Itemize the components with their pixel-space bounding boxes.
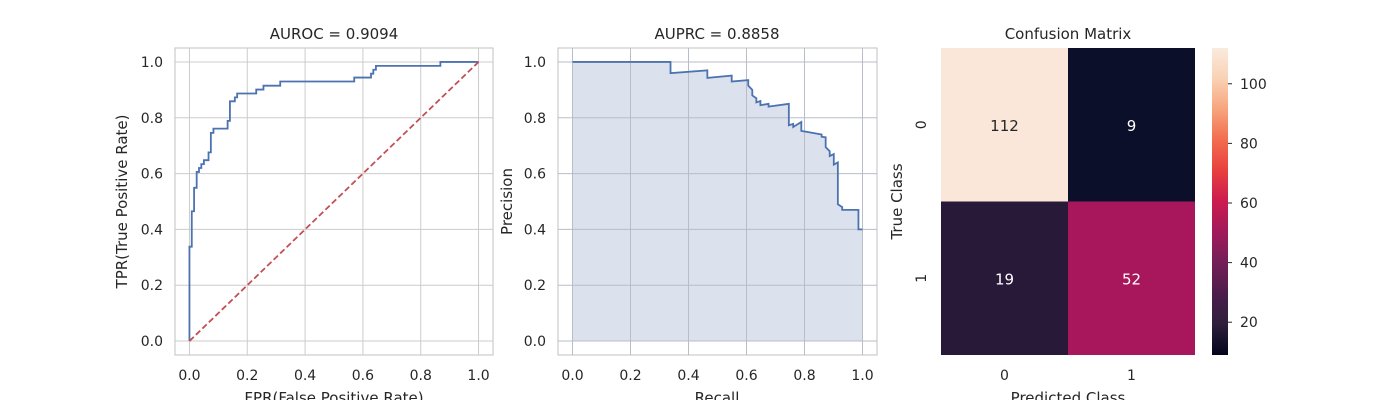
roc-y-tick-label: 0.2 — [141, 278, 163, 294]
roc-series — [188, 61, 480, 342]
colorbar — [1212, 48, 1228, 355]
pr-x-axis-label: Recall — [695, 389, 740, 400]
pr-y-tick-label: 0.4 — [524, 222, 546, 238]
confusion-matrix-cell — [941, 201, 1068, 355]
confusion-matrix-cell-value: 52 — [1122, 270, 1141, 288]
confusion-matrix-x-tick-label: 1 — [1127, 368, 1136, 384]
pr-x-tick-label: 1.0 — [851, 368, 873, 384]
roc-curve — [188, 61, 479, 342]
roc-x-tick-label: 0.8 — [410, 368, 432, 384]
roc-y-tick-label: 0.0 — [141, 334, 163, 350]
roc-x-axis-label: FPR(False Positive Rate) — [244, 389, 423, 400]
roc-title: AUROC = 0.9094 — [270, 25, 399, 43]
confusion-matrix-y-tick-label: 0 — [914, 120, 930, 129]
colorbar-tick-labels: 20 40 60 80 100 — [1228, 77, 1267, 331]
roc-x-tick-label: 0.4 — [294, 368, 316, 384]
pr-title: AUPRC = 0.8858 — [654, 25, 779, 43]
roc-panel: 0.0 0.2 0.4 0.6 0.8 1.0 0.0 0.2 0.4 0.6 0.8 1.0 AUR… — [113, 25, 494, 405]
colorbar-tick-label: 100 — [1240, 77, 1267, 93]
roc-y-tick-label: 0.4 — [141, 222, 163, 238]
colorbar-tick-label: 20 — [1240, 315, 1258, 331]
pr-y-tick-label: 0.8 — [524, 111, 546, 127]
roc-x-tick-label: 0.6 — [352, 368, 374, 384]
confusion-matrix-cell — [1068, 48, 1195, 202]
confusion-matrix-x-axis-label: Predicted Class — [1011, 389, 1126, 400]
roc-y-tick-label: 1.0 — [141, 55, 163, 71]
pr-x-tick-label: 0.4 — [677, 368, 699, 384]
pr-series — [572, 61, 863, 231]
pr-x-tick-label: 0.6 — [735, 368, 757, 384]
pr-y-tick-label: 0.2 — [524, 278, 546, 294]
colorbar-tick-label: 80 — [1240, 136, 1258, 152]
pr-grid — [558, 48, 877, 355]
pr-x-tick-label: 0.8 — [793, 368, 815, 384]
roc-tick-labels: 0.0 0.2 0.4 0.6 0.8 1.0 0.0 0.2 0.4 0.6 0.8 1.0 — [141, 55, 490, 384]
roc-chance-line — [188, 61, 480, 342]
roc-y-tick-label: 0.6 — [141, 167, 163, 183]
confusion-matrix-cells: 112 9 19 52 — [941, 48, 1195, 355]
confusion-matrix-x-tick-label: 0 — [1000, 368, 1009, 384]
pr-y-tick-label: 1.0 — [524, 55, 546, 71]
confusion-matrix-cell — [941, 48, 1068, 202]
confusion-matrix-cell-value: 112 — [990, 117, 1019, 135]
confusion-matrix-cell-value: 9 — [1127, 117, 1137, 135]
pr-y-axis-label: Precision — [498, 168, 516, 235]
pr-x-tick-label: 0.0 — [561, 368, 583, 384]
pr-curve — [572, 61, 863, 231]
pr-y-tick-label: 0.0 — [524, 334, 546, 350]
pr-y-tick-label: 0.6 — [524, 167, 546, 183]
confusion-matrix-cell — [1068, 201, 1195, 355]
roc-y-axis-label: TPR(True Positive Rate) — [113, 115, 131, 290]
colorbar-tick-label: 60 — [1240, 196, 1258, 212]
roc-y-tick-label: 0.8 — [141, 111, 163, 127]
colorbar-tick-label: 40 — [1240, 256, 1258, 272]
confusion-matrix-panel: 112 9 19 52 0 1 0 1 Confusion Matrix Predicted… — [888, 25, 1267, 405]
confusion-matrix-y-tick-label: 1 — [914, 274, 930, 283]
roc-x-tick-label: 0.2 — [236, 368, 258, 384]
pr-panel: 0.0 0.2 0.4 0.6 0.8 1.0 0.0 0.2 0.4 0.6 0.8 1.0 AUP… — [498, 25, 878, 405]
confusion-matrix-tick-labels: 0 1 0 1 — [914, 120, 1136, 384]
pr-tick-labels: 0.0 0.2 0.4 0.6 0.8 1.0 0.0 0.2 0.4 0.6 0.8 1.0 — [524, 55, 874, 384]
roc-x-tick-label: 0.0 — [178, 368, 200, 384]
pr-x-tick-label: 0.2 — [619, 368, 641, 384]
confusion-matrix-y-axis-label: True Class — [888, 163, 906, 240]
confusion-matrix-cell-value: 19 — [995, 270, 1014, 288]
confusion-matrix-title: Confusion Matrix — [1005, 25, 1132, 43]
roc-x-tick-label: 1.0 — [467, 368, 489, 384]
